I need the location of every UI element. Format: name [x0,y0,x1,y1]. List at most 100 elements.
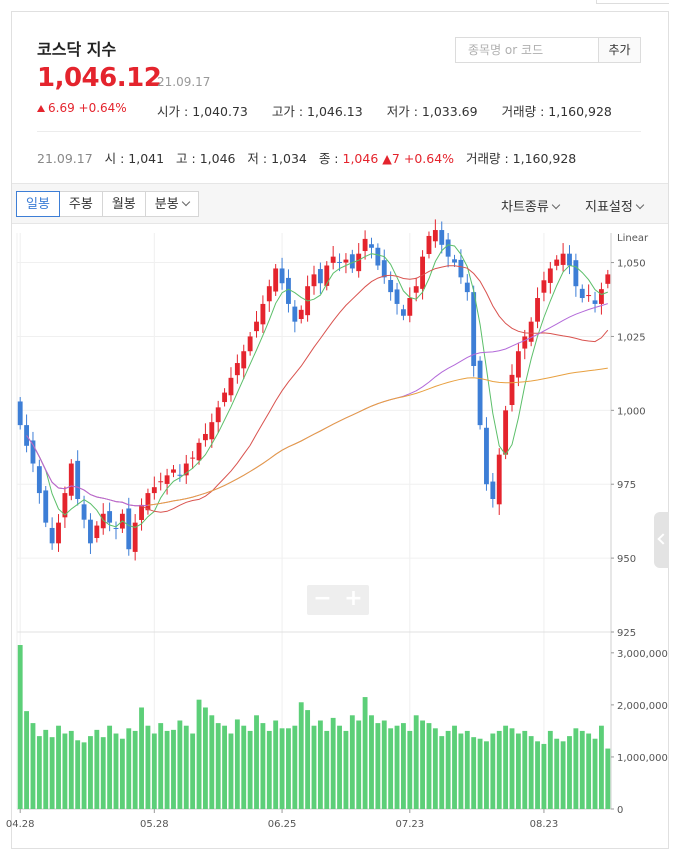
candle [56,522,61,544]
daily-open-label: 시 [104,151,117,166]
candle [62,493,68,518]
candle [241,351,247,369]
volume-bar [515,733,521,809]
candle [266,286,272,302]
daily-close: 1,046 [342,151,379,166]
daily-date: 21.09.17 [37,151,93,166]
daily-volume: 1,160,928 [512,151,577,166]
candle [228,377,234,396]
volume-bar [81,742,87,809]
volume-bar [260,723,266,809]
candle [171,469,176,473]
zoom-controls: − + [307,585,369,615]
candle [43,490,49,523]
current-price: 1,046.12 [37,63,162,93]
candle [471,292,477,366]
volume-bar [554,738,560,809]
volume-bar [317,720,323,809]
volume-bar [298,702,304,809]
zoom-in-button[interactable]: + [344,586,363,611]
y-tick-label: 1,050 [617,259,646,270]
add-button[interactable]: 추가 [598,38,640,62]
candle [330,256,336,263]
candle [592,300,598,304]
candle [132,522,138,552]
volume-bar [119,738,125,809]
volume-bar [439,736,445,809]
volume-bar [413,715,419,809]
candle [36,466,42,494]
volume-bar [324,730,330,809]
candle [260,303,266,325]
candle [541,280,547,293]
candle [126,508,132,550]
candle [107,511,113,523]
volume-bar [241,725,247,809]
candle [100,513,106,529]
tab-daily[interactable]: 일봉 [16,191,60,217]
candle [247,336,253,352]
tab-minute[interactable]: 분봉 [144,191,199,217]
candle [535,298,540,322]
volume-bar [547,730,553,809]
x-tick-label: 07.23 [395,819,424,830]
volume-bar [247,730,253,809]
candle [324,265,330,286]
daily-change: ▲7 [382,151,400,166]
volume-bar [560,741,566,809]
candle [496,454,502,505]
volume-bar [151,733,157,809]
volume-bar [432,728,438,809]
volume-bar [343,730,349,809]
volume-bar [490,733,496,809]
volume-bar [234,719,240,809]
candle [113,527,119,529]
volume-tick-label: 2,000,000 [617,701,668,712]
candle [464,282,470,293]
zoom-out-button[interactable]: − [313,586,332,611]
summary-stats: 시가 : 1,040.73 고가 : 1,046.13 저가 : 1,033.6… [157,101,612,120]
chart-type-menu[interactable]: 차트종류 [501,196,561,215]
candle [477,360,483,426]
x-tick-label: 05.28 [140,819,169,830]
candle [605,274,611,284]
volume-bar [158,723,164,809]
volume-bar [579,730,585,809]
indicator-menu[interactable]: 지표설정 [585,196,645,215]
candle [458,259,464,278]
volume-bar [209,715,215,809]
volume-bar [145,725,151,809]
candle [139,504,144,520]
tab-weekly[interactable]: 주봉 [58,191,103,217]
daily-high: 1,046 [199,151,236,166]
volume-bar [394,725,400,809]
daily-change-pct: +0.64% [403,151,455,166]
divider [37,131,641,132]
candle [24,425,30,446]
candle [177,474,183,476]
chevron-left-icon [657,533,669,545]
y-tick-label: 975 [617,480,636,491]
ma120-line [147,367,608,506]
search-input[interactable] [456,38,598,62]
candle [49,527,55,544]
volume-bar [286,728,291,809]
volume-bar [349,715,355,809]
candle [343,259,349,263]
candle [394,289,400,304]
volume-bar [598,725,604,809]
candle [298,309,304,320]
candle [190,457,196,459]
side-panel-toggle[interactable] [654,512,669,568]
volume-bar [43,729,49,809]
volume-bar [452,725,457,809]
candle [349,254,355,269]
volume-bar [337,725,342,809]
volume-bar [171,729,176,809]
volume-bar [24,711,30,809]
volume-bar [30,723,36,809]
candle [222,392,228,403]
volume-bar [196,699,202,809]
volume-bar [62,733,68,809]
